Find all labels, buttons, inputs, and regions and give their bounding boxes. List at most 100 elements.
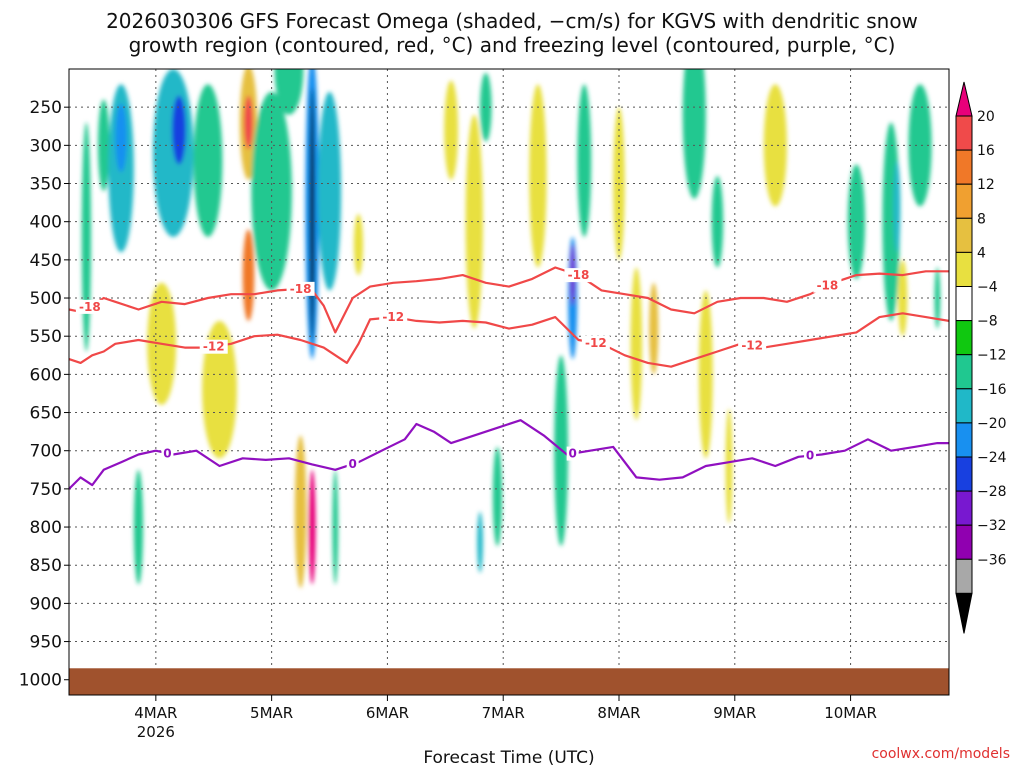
omega-cell-6 [193,84,223,237]
contour-label-bg-0-3 [813,278,842,293]
colorbar-segment-4 [955,217,973,253]
contour-label-1-0: -12 [203,340,225,354]
contour-label-bg-0-1 [286,281,315,296]
x-tick-label-5: 9MAR [713,704,756,722]
omega-shading [81,69,941,589]
omega-cell-35 [682,69,706,199]
y-tick-label-1000: 1000 [19,671,62,691]
omega-cell-16 [317,91,342,291]
contour-label-bg-1-3 [738,338,767,353]
colorbar-label-13: −36 [977,552,1007,568]
omega-cell-24 [480,72,492,142]
contour-label-bg-0-0 [75,299,104,314]
contour-label-0-2: -18 [568,268,590,282]
omega-cell-22 [444,80,459,180]
colorbar-label-11: −28 [977,484,1007,500]
omega-cell-31 [577,84,592,237]
colorbar-segment-12 [955,490,973,526]
omega-cell-11 [274,69,304,115]
omega-cell-0 [81,122,92,352]
ground-surface [69,668,949,695]
omega-cell-17 [332,469,339,585]
grid-lines [69,69,949,695]
colorbar-segment-3 [955,183,973,219]
contour-label-1-2: -12 [585,336,607,350]
x-tick-sublabel-0: 2026 [137,723,175,741]
contour-label-0-0: -18 [79,300,101,314]
colorbar-label-0: 20 [977,109,995,125]
colorbar-segment-6 [955,286,973,322]
x-tick-label-4: 8MAR [597,704,640,722]
colorbar-segment-14 [955,558,973,594]
y-tick-label-250: 250 [30,98,62,118]
y-axis: 250 300 350 400 450 500 550 600 650 700 750 800 850 9… [19,98,69,691]
omega-cell-43 [908,84,932,207]
omega-cell-42 [893,160,901,253]
y-tick-label-900: 900 [30,594,62,614]
contour-label-bg-1-2 [581,335,610,350]
colorbar-segment-1 [955,115,973,151]
x-tick-label-2: 6MAR [366,704,409,722]
omega-cell-23 [465,114,483,329]
colorbar-bottom-arrow [955,592,973,634]
omega-cell-18 [133,469,144,585]
omega-cell-20 [202,320,237,459]
y-tick-label-300: 300 [30,136,62,156]
terrain-fill [69,668,949,695]
colorbar-segment-5 [955,251,973,287]
colorbar-segment-9 [955,388,973,424]
y-tick-label-750: 750 [30,480,62,500]
colorbar-label-2: 12 [977,177,995,193]
y-tick-label-850: 850 [30,556,62,576]
omega-cell-33 [630,267,643,421]
y-tick-label-450: 450 [30,251,62,271]
contour-label-bg-2-3 [804,448,817,463]
contour-label-bg-1-1 [379,310,408,325]
colorbar-top-arrow [955,81,973,117]
contour-label-2-2: 0 [569,447,577,461]
contour-label-bg-1-0 [199,339,228,354]
y-tick-label-800: 800 [30,518,62,538]
omega-cell-10 [251,91,292,291]
colorbar-label-12: −32 [977,518,1007,534]
colorbar-label-5: −4 [977,280,998,296]
contour-label-bg-2-1 [346,457,359,472]
contour-label-bg-0-2 [564,268,593,283]
omega-cell-13 [309,88,315,341]
colorbar-label-1: 16 [977,143,995,159]
x-tick-label-6: 10MAR [824,704,877,722]
colorbar-label-3: 8 [977,211,986,227]
contour-label-1-1: -12 [382,310,404,324]
omega-cell-45 [934,267,941,329]
colorbar-segment-7 [955,320,973,356]
omega-cell-26 [477,511,483,573]
omega-cell-4 [152,69,194,237]
y-tick-label-700: 700 [30,442,62,462]
colorbar-segment-2 [955,149,973,185]
x-tick-label-0: 4MAR [134,704,177,722]
omega-cell-1 [97,99,110,192]
credit-text: coolwx.com/models [872,746,1010,762]
omega-cell-14 [294,435,307,589]
omega-cell-39 [763,84,787,207]
contour-label-0-1: -18 [290,282,312,296]
colorbar-label-7: −12 [977,348,1007,364]
x-tick-label-3: 7MAR [482,704,525,722]
omega-cell-8 [243,95,254,150]
chart-title-line1: 2026030306 GFS Forecast Omega (shaded, −… [106,9,918,33]
colorbar-label-4: 4 [977,245,986,261]
contour-label-2-3: 0 [806,449,814,463]
omega-cell-25 [492,446,503,547]
contour-label-2-1: 0 [349,457,357,471]
omega-cell-3 [115,103,127,173]
x-tick-label-1: 5MAR [250,704,293,722]
omega-cell-44 [898,259,908,337]
contour-label-bg-2-2 [566,446,579,461]
omega-cell-21 [353,214,364,276]
omega-cell-34 [649,282,659,375]
y-tick-label-650: 650 [30,404,62,424]
contour-line-0 [69,266,949,334]
colorbar: 20 16 12 8 4 −4 −8 −12 −16 −20 −24 −28 −32 −36 [955,81,1007,634]
